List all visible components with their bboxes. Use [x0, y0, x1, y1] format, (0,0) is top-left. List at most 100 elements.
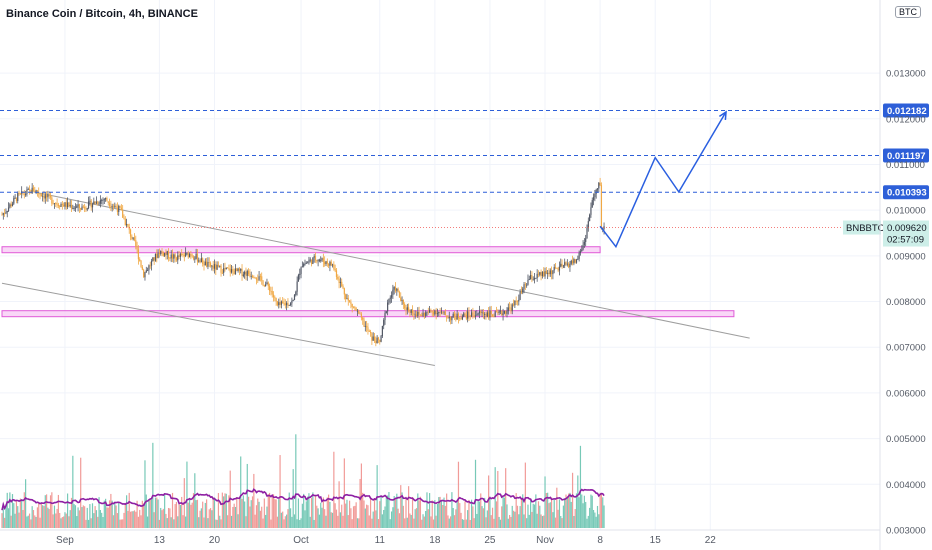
volume-bar	[116, 513, 119, 528]
volume-bar	[502, 495, 504, 528]
volume-bar	[342, 515, 344, 528]
volume-bar	[566, 497, 568, 528]
volume-bar	[449, 516, 452, 528]
volume-bar	[240, 456, 242, 528]
candle-body	[543, 271, 545, 277]
volume-bar	[208, 509, 210, 528]
volume-bar	[351, 519, 353, 528]
volume-bar	[49, 495, 52, 528]
volume-bar	[485, 517, 487, 528]
candle-body	[93, 201, 95, 205]
volume-bar	[574, 509, 576, 528]
volume-bar	[164, 493, 166, 528]
volume-bar	[119, 519, 121, 528]
volume-bar	[144, 460, 146, 528]
candle-body	[195, 253, 197, 259]
volume-bar	[89, 504, 91, 528]
volume-bar	[108, 500, 111, 528]
candle-body	[320, 259, 322, 261]
volume-bar	[388, 492, 390, 528]
candle-body	[225, 267, 227, 270]
volume-bar	[165, 513, 167, 528]
candle-body	[240, 268, 242, 271]
volume-bar	[69, 510, 71, 528]
volume-bar	[68, 516, 70, 528]
candle-body	[578, 252, 580, 259]
candle-body	[108, 202, 111, 207]
volume-bar	[268, 492, 271, 528]
candle-body	[366, 325, 368, 328]
volume-bar	[166, 518, 168, 528]
candle-body	[262, 280, 264, 286]
candle-body	[19, 193, 21, 195]
volume-bar	[44, 495, 46, 528]
volume-bar	[137, 516, 140, 528]
volume-bar	[179, 504, 181, 528]
volume-bar	[474, 459, 477, 528]
volume-bar	[85, 519, 87, 528]
candle-body	[114, 205, 116, 207]
volume-bar	[128, 492, 130, 528]
volume-bar	[211, 510, 213, 528]
currency-badge[interactable]: BTC	[895, 6, 921, 18]
volume-bar	[169, 508, 171, 528]
x-axis[interactable]: Sep 13 20 Oct 11 18 25 Nov 8 15 22	[0, 529, 880, 546]
candle-body	[419, 314, 422, 316]
volume-bar	[404, 518, 406, 528]
volume-bar	[410, 514, 412, 528]
volume-bar	[282, 511, 284, 528]
horizontal-levels[interactable]: 0.012182 0.011197 0.010393	[0, 103, 929, 200]
candle-body	[171, 254, 174, 259]
projection-path[interactable]	[599, 110, 727, 249]
candle-body	[556, 267, 558, 269]
volume-bar	[335, 509, 338, 528]
candle-body	[507, 307, 509, 312]
candle-body	[97, 201, 99, 204]
volume-bar	[358, 518, 360, 528]
candle-body	[28, 188, 31, 190]
volume-bar	[102, 517, 104, 528]
candle-body	[404, 304, 406, 309]
candle-body	[494, 311, 496, 318]
volume-bar	[537, 501, 540, 528]
volume-bar	[568, 493, 570, 528]
volume-bar	[63, 516, 65, 528]
candle-body	[246, 271, 248, 276]
trend-lines[interactable]	[1, 191, 750, 367]
volume-bar	[308, 493, 310, 528]
candle-body	[175, 257, 178, 261]
volume-bar	[549, 502, 551, 528]
volume-bar	[590, 494, 592, 528]
candle-body	[442, 311, 444, 313]
volume-bar	[21, 499, 23, 528]
candle-body	[17, 193, 19, 201]
candle-body	[236, 268, 238, 271]
candle-body	[338, 278, 340, 284]
candle-body	[233, 270, 235, 275]
candle-body	[448, 316, 450, 319]
candle-body	[557, 268, 559, 271]
volume-bar	[444, 505, 446, 528]
candle-body	[203, 263, 205, 266]
volume-bar	[499, 519, 502, 528]
volume-bar	[536, 513, 538, 528]
candle-body	[469, 315, 471, 317]
candle-body	[230, 269, 233, 273]
x-tick-label: 18	[429, 535, 441, 546]
candle-body	[341, 281, 343, 287]
candle-body	[533, 277, 536, 280]
candle-body	[520, 291, 523, 293]
candle-body	[524, 284, 526, 286]
candle-body	[461, 316, 463, 320]
candle-body	[40, 194, 42, 197]
candle-body	[101, 200, 103, 201]
candle-body	[337, 276, 339, 279]
candle-body	[505, 311, 507, 314]
y-axis[interactable]: 0.013000 0.012000 0.011000 0.010000 0.009000…	[879, 0, 926, 550]
volume-bar	[160, 507, 162, 528]
volume-bar	[304, 510, 306, 528]
candle-body	[51, 197, 53, 204]
candle-body	[307, 262, 309, 264]
volume-bar	[541, 516, 544, 528]
